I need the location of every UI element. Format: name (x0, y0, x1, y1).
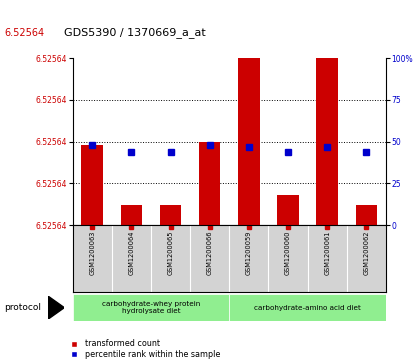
Text: protocol: protocol (4, 303, 41, 312)
Bar (81, 145, 103, 225)
Text: 6.52564: 6.52564 (4, 28, 44, 38)
Text: carbohydrate-whey protein
hydrolysate diet: carbohydrate-whey protein hydrolysate di… (102, 301, 200, 314)
Bar (229, 294, 386, 321)
Text: carbohydrate-amino acid diet: carbohydrate-amino acid diet (254, 305, 361, 311)
Text: GDS5390 / 1370669_a_at: GDS5390 / 1370669_a_at (64, 27, 206, 38)
Polygon shape (48, 296, 64, 319)
Text: GSM1200059: GSM1200059 (246, 231, 252, 275)
Bar (73, 294, 229, 321)
Text: GSM1200063: GSM1200063 (89, 231, 95, 275)
Text: GSM1200061: GSM1200061 (324, 231, 330, 275)
Text: GSM1200060: GSM1200060 (285, 231, 291, 275)
Bar (238, 58, 260, 225)
Bar (121, 205, 142, 225)
Text: GSM1200066: GSM1200066 (207, 231, 213, 275)
Text: GSM1200065: GSM1200065 (168, 231, 173, 275)
Bar (160, 205, 181, 225)
Bar (277, 195, 299, 225)
Bar (356, 205, 377, 225)
Legend: transformed count, percentile rank within the sample: transformed count, percentile rank withi… (66, 339, 220, 359)
Bar (199, 142, 220, 225)
Bar (316, 58, 338, 225)
Text: GSM1200064: GSM1200064 (128, 231, 134, 275)
Text: GSM1200062: GSM1200062 (364, 231, 369, 275)
